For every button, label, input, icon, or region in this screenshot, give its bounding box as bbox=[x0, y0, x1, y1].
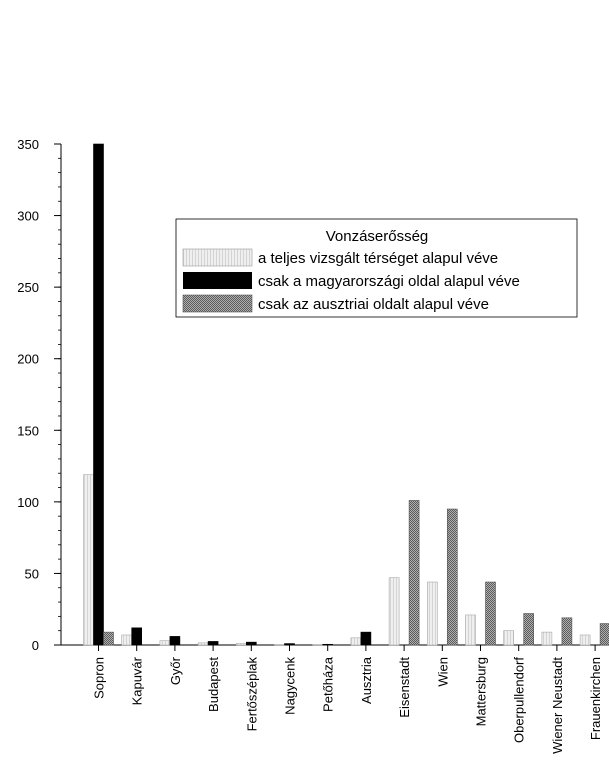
bar-1-3 bbox=[207, 641, 219, 646]
y-tick-label: 300 bbox=[17, 209, 39, 224]
x-tick-label: Sopron bbox=[92, 657, 107, 699]
bar-2-10 bbox=[485, 581, 496, 646]
x-tick-label: Petőháza bbox=[321, 656, 336, 712]
bar-0-13 bbox=[579, 634, 591, 646]
x-tick-label: Wiener Neustadt bbox=[550, 657, 565, 754]
bar-2-11 bbox=[523, 613, 535, 646]
legend: Vonzáserősség a teljes vizsgált térséget… bbox=[175, 218, 578, 318]
bar-0-3 bbox=[197, 642, 209, 646]
x-tick-label: Ausztria bbox=[359, 656, 374, 704]
bars bbox=[83, 143, 609, 646]
y-tick-label: 150 bbox=[17, 423, 39, 438]
axes: 0 50 100 150 200 250 300 350 bbox=[17, 137, 609, 653]
bar-2-12 bbox=[561, 617, 573, 646]
bar-0-9 bbox=[426, 581, 438, 646]
x-tick-label: Frauenkirchen bbox=[588, 657, 603, 740]
bar-2-0 bbox=[103, 631, 114, 646]
x-tick-label: Wien bbox=[435, 657, 450, 687]
bar-0-4 bbox=[236, 643, 247, 646]
bar-1-1 bbox=[131, 627, 142, 646]
y-tick-label: 350 bbox=[17, 137, 39, 152]
bar-0-0 bbox=[83, 474, 94, 646]
bar-1-2 bbox=[169, 636, 181, 646]
bar-2-8 bbox=[408, 500, 420, 646]
bar-2-9 bbox=[446, 508, 458, 646]
legend-swatch-2 bbox=[182, 294, 253, 313]
bar-0-10 bbox=[465, 614, 476, 646]
bar-0-8 bbox=[388, 577, 400, 646]
legend-swatch-0 bbox=[182, 248, 253, 267]
legend-swatch-1 bbox=[183, 272, 252, 289]
x-axis-labels: Sopron Kapuvár Győr Budapest Fertőszéplak Nag… bbox=[92, 656, 604, 754]
bar-1-6 bbox=[322, 643, 334, 646]
bar-0-2 bbox=[159, 640, 171, 646]
x-tick-label: Győr bbox=[168, 656, 183, 685]
y-tick-label: 250 bbox=[17, 280, 39, 295]
x-tick-label: Oberpullendorf bbox=[512, 657, 527, 743]
bar-1-5 bbox=[284, 643, 295, 646]
y-tick-label: 100 bbox=[17, 495, 39, 510]
x-tick-label: Nagycenk bbox=[283, 657, 298, 715]
x-tick-label: Kapuvár bbox=[130, 656, 145, 705]
bar-0-11 bbox=[503, 630, 515, 646]
x-tick-label: Budapest bbox=[206, 657, 221, 712]
legend-label-0: a teljes vizsgált térséget alapul véve bbox=[258, 250, 498, 267]
y-tick-label: 50 bbox=[25, 566, 39, 581]
y-tick-label: 200 bbox=[17, 352, 39, 367]
y-tick-label: 0 bbox=[32, 638, 39, 653]
x-tick-label: Fertőszéplak bbox=[244, 657, 259, 732]
legend-title: Vonzáserősség bbox=[326, 228, 429, 245]
bar-1-7 bbox=[360, 631, 372, 646]
bar-0-12 bbox=[541, 631, 553, 646]
bar-1-0 bbox=[93, 143, 104, 646]
bar-0-7 bbox=[350, 637, 362, 646]
x-tick-label: Mattersburg bbox=[474, 657, 489, 726]
bar-0-1 bbox=[121, 634, 132, 646]
x-tick-label: Eisenstadt bbox=[397, 657, 412, 718]
legend-label-2: csak az ausztriai oldalt alapul véve bbox=[258, 296, 489, 313]
legend-label-1: csak a magyarországi oldal alapul véve bbox=[258, 273, 520, 290]
bar-1-4 bbox=[246, 641, 257, 646]
bar-2-13 bbox=[599, 623, 609, 646]
